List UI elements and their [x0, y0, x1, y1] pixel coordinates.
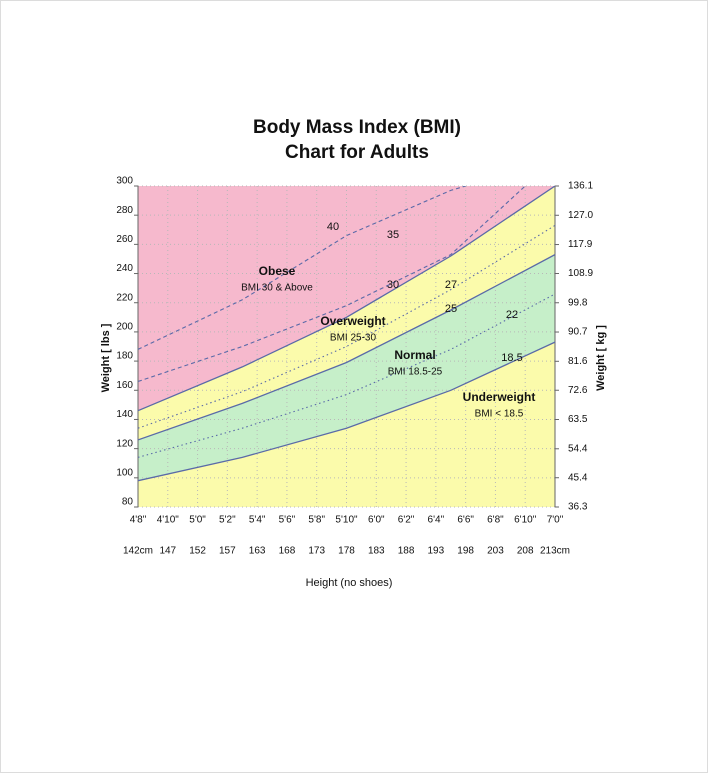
zone-name: Obese	[259, 264, 296, 278]
y-tick-label: 200	[116, 322, 133, 333]
x2-tick-label: 208	[517, 546, 534, 557]
y-tick-label: 300	[116, 176, 133, 187]
y2-tick-label: 81.6	[568, 356, 588, 367]
x-tick-label: 6'6"	[457, 515, 474, 526]
x2-tick-label: 213cm	[540, 546, 570, 557]
zone-fill	[138, 254, 555, 481]
bmi-line-label: 35	[387, 229, 399, 241]
bmi-lines	[138, 186, 555, 482]
y2-axis-title: Weight [ kg ]	[595, 325, 607, 391]
y2-tick-label: 63.5	[568, 414, 588, 425]
zone-fill	[138, 186, 555, 440]
x2-tick-label: 178	[338, 546, 355, 557]
chart-title: Body Mass Index (BMI)	[253, 117, 461, 138]
x2-tick-label: 193	[428, 546, 445, 557]
y-tick-label: 80	[122, 497, 134, 508]
x2-tick-label: 142cm	[123, 546, 153, 557]
zone-label: BMI 18.5-25	[388, 367, 443, 378]
zone-label: BMI 25-30	[330, 333, 377, 344]
x-tick-label: 5'6"	[279, 515, 296, 526]
x-tick-label: 6'4"	[428, 515, 445, 526]
y-tick-label: 100	[116, 467, 133, 478]
x-tick-label: 6'2"	[398, 515, 415, 526]
x-tick-label: 4'10"	[157, 515, 180, 526]
y-tick-label: 260	[116, 234, 133, 245]
bmi-line-label: 40	[327, 221, 339, 233]
x2-tick-label: 147	[159, 546, 176, 557]
y2-tick-label: 117.9	[568, 239, 593, 250]
bmi-line-label: 30	[387, 279, 399, 291]
y2-tick-label: 45.4	[568, 472, 588, 483]
bmi-line	[138, 341, 555, 482]
zone-label: BMI 30 & Above	[241, 283, 313, 294]
x2-tick-label: 203	[487, 546, 504, 557]
x-tick-label: 6'0"	[368, 515, 385, 526]
x-axis-title: Height (no shoes)	[306, 577, 393, 589]
zone-name: Overweight	[320, 314, 385, 328]
x2-tick-label: 183	[368, 546, 385, 557]
y2-tick-label: 72.6	[568, 385, 588, 396]
x-tick-label: 6'8"	[487, 515, 504, 526]
x-tick-label: 5'10"	[335, 515, 358, 526]
zone-name: Underweight	[463, 390, 536, 404]
zone-label: BMI < 18.5	[475, 409, 524, 420]
x2-tick-label: 157	[219, 546, 236, 557]
x2-tick-label: 198	[457, 546, 474, 557]
y-tick-label: 240	[116, 263, 133, 274]
x2-tick-label: 152	[189, 546, 206, 557]
x-tick-label: 4'8"	[130, 515, 147, 526]
y-axis-title: Weight [ lbs ]	[100, 323, 112, 392]
y2-tick-label: 36.3	[568, 502, 588, 513]
bmi-line	[138, 224, 555, 429]
y-tick-label: 120	[116, 438, 133, 449]
x-tick-label: 5'8"	[308, 515, 325, 526]
y2-tick-label: 54.4	[568, 443, 588, 454]
x2-tick-label: 188	[398, 546, 415, 557]
x-tick-label: 5'0"	[189, 515, 206, 526]
x2-tick-label: 168	[279, 546, 296, 557]
x-tick-label: 7'0"	[547, 515, 564, 526]
bmi-line	[138, 186, 555, 412]
y-tick-label: 180	[116, 351, 133, 362]
chart-subtitle: Chart for Adults	[285, 142, 429, 163]
bmi-line-label: 22	[506, 309, 518, 321]
x-tick-label: 5'2"	[219, 515, 236, 526]
x2-tick-label: 163	[249, 546, 266, 557]
labels: 4'8" 4'10" 5'0" 5'2" 5'4" 5'6" 5'8" 5'10" 6'0" 6'…	[116, 176, 593, 557]
bmi-line	[138, 293, 555, 458]
zone-name: Normal	[394, 348, 435, 362]
y2-tick-label: 136.1	[568, 181, 593, 192]
y2-tick-label: 90.7	[568, 327, 588, 338]
y2-tick-label: 108.9	[568, 268, 593, 279]
x-tick-label: 6'10"	[514, 515, 537, 526]
y2-tick-label: 127.0	[568, 210, 593, 221]
grid	[134, 185, 559, 508]
zone-fill	[138, 342, 555, 507]
y2-tick-label: 99.8	[568, 297, 588, 308]
bmi-line	[138, 254, 555, 441]
bmi-line-label: 18.5	[501, 352, 522, 364]
y-tick-label: 220	[116, 292, 133, 303]
x-tick-label: 5'4"	[249, 515, 266, 526]
y-tick-label: 280	[116, 205, 133, 216]
bmi-line-label: 27	[445, 279, 457, 291]
y-tick-label: 140	[116, 409, 133, 420]
bmi-line-label: 25	[445, 303, 457, 315]
y-tick-label: 160	[116, 380, 133, 391]
x2-tick-label: 173	[308, 546, 325, 557]
bmi-line	[138, 186, 526, 383]
